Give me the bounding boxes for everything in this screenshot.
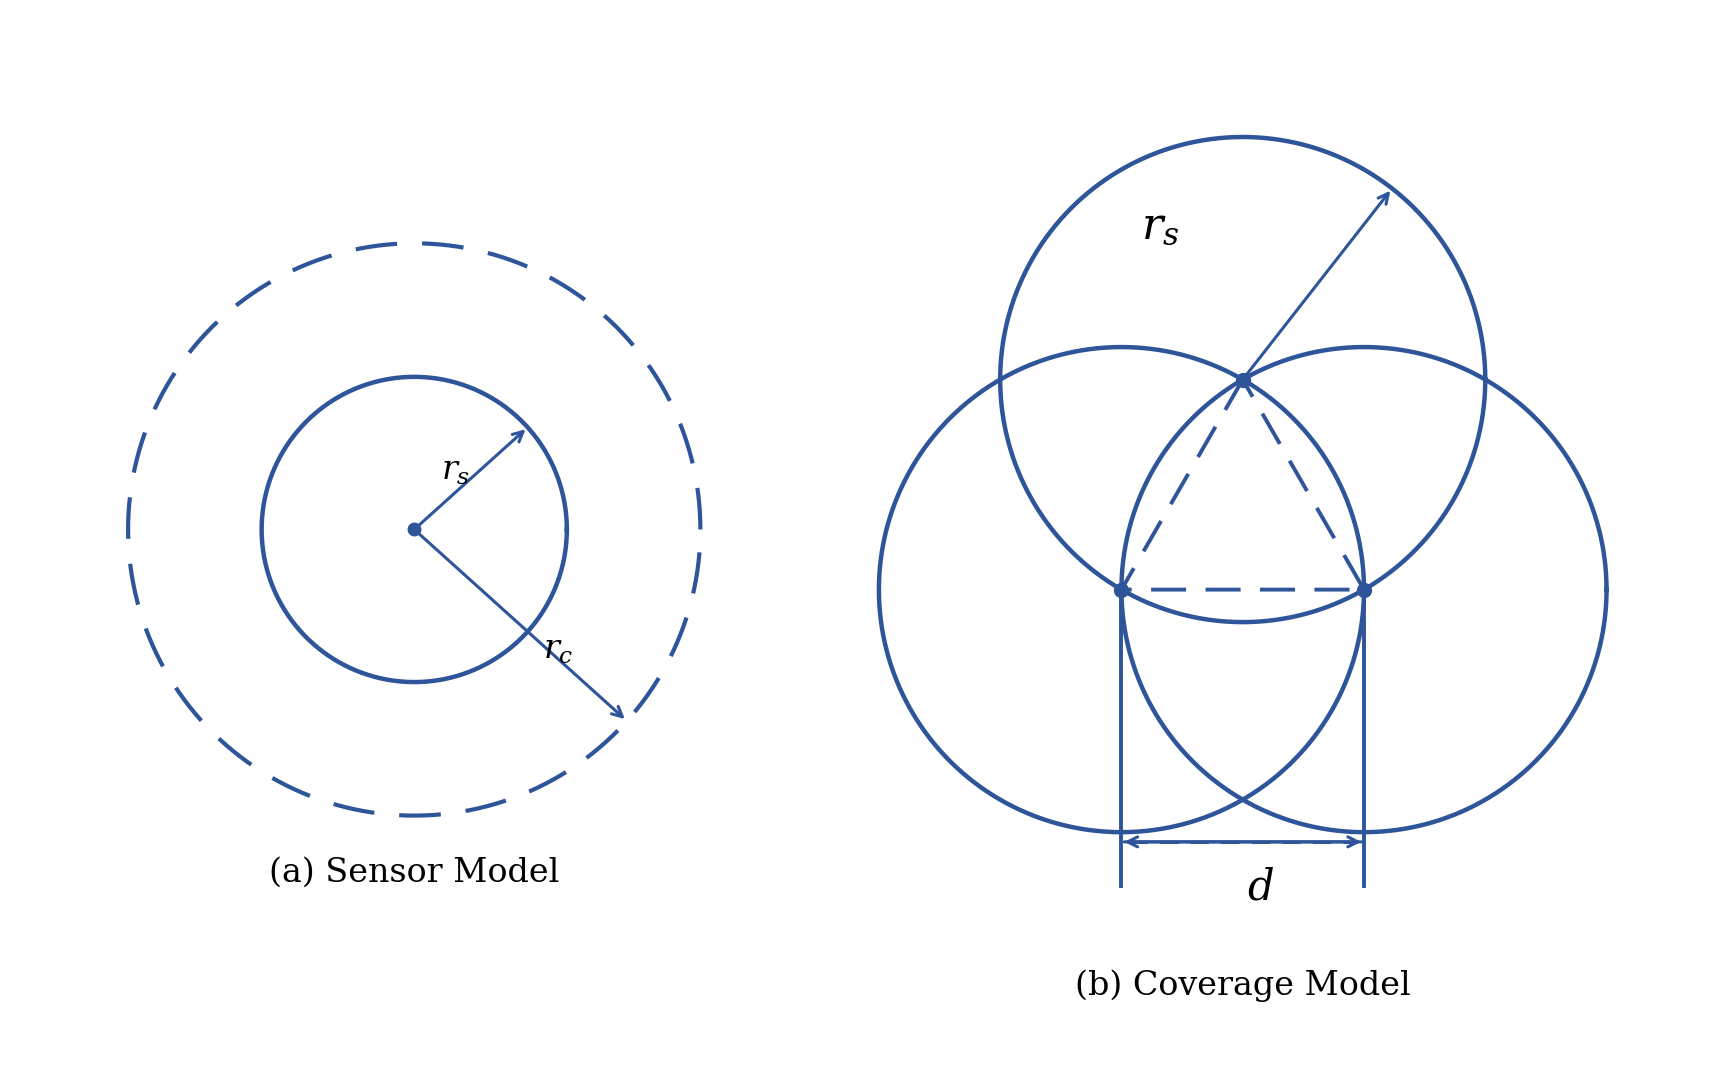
Text: $d$: $d$: [1246, 866, 1274, 908]
Text: $r_s$: $r_s$: [1141, 206, 1179, 249]
Text: $r_s$: $r_s$: [440, 454, 469, 487]
Text: $r_c$: $r_c$: [544, 633, 573, 665]
Text: (a) Sensor Model: (a) Sensor Model: [269, 857, 559, 889]
Text: (b) Coverage Model: (b) Coverage Model: [1075, 969, 1410, 1001]
